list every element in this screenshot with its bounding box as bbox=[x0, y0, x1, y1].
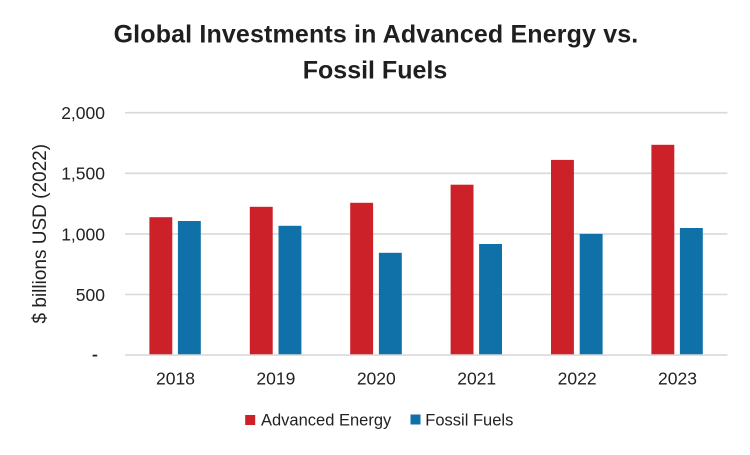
svg-text:2022: 2022 bbox=[558, 369, 597, 389]
svg-text:2021: 2021 bbox=[457, 369, 496, 389]
svg-text:Global Investments in Advanced: Global Investments in Advanced Energy vs… bbox=[114, 21, 639, 49]
svg-text:$ billions USD (2022): $ billions USD (2022) bbox=[30, 144, 51, 324]
svg-text:1,000: 1,000 bbox=[61, 224, 105, 244]
svg-text:Advanced Energy: Advanced Energy bbox=[261, 412, 392, 430]
svg-text:2023: 2023 bbox=[658, 369, 697, 389]
svg-text:2020: 2020 bbox=[357, 369, 396, 389]
svg-text:2019: 2019 bbox=[256, 369, 295, 389]
svg-text:2,000: 2,000 bbox=[61, 103, 105, 123]
svg-text:1,500: 1,500 bbox=[61, 164, 105, 184]
svg-text:500: 500 bbox=[76, 285, 105, 305]
svg-text:Fossil Fuels: Fossil Fuels bbox=[425, 412, 513, 430]
svg-text:2018: 2018 bbox=[156, 369, 195, 389]
svg-text:Fossil Fuels: Fossil Fuels bbox=[303, 57, 447, 85]
